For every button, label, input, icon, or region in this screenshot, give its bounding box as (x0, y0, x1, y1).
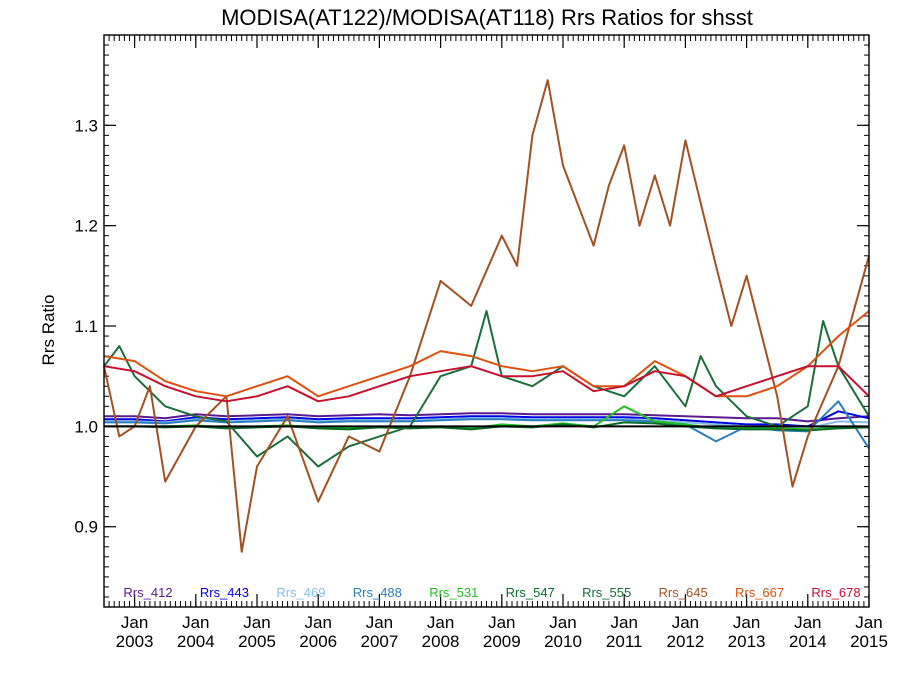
y-axis-label: Rrs Ratio (39, 295, 58, 366)
y-tick-label: 1.2 (74, 217, 98, 236)
x-tick-label-month: Jan (121, 613, 148, 632)
x-tick-label-month: Jan (488, 613, 515, 632)
x-tick-label-year: 2012 (666, 632, 704, 651)
x-tick-label-month: Jan (855, 613, 882, 632)
legend-label-rrs-555: Rrs_555 (582, 585, 631, 600)
x-tick-label-year: 2009 (483, 632, 521, 651)
series-line-rrs-555 (103, 310, 870, 468)
series-lines (103, 79, 870, 553)
x-tick-label-month: Jan (366, 613, 393, 632)
x-tick-label-month: Jan (549, 613, 576, 632)
y-tick-label: 1.3 (74, 116, 98, 135)
y-tick-label: 1.0 (74, 417, 98, 436)
series-line-rrs-443 (104, 410, 870, 428)
y-tick-label: 0.9 (74, 518, 98, 537)
legend-label-rrs-531: Rrs_531 (429, 585, 478, 600)
series-line-rrs-667 (103, 310, 870, 398)
legend-label-rrs-645: Rrs_645 (659, 585, 708, 600)
legend: Rrs_412 Rrs_443 Rrs_469 Rrs_488 Rrs_531 Rrs_5… (123, 585, 860, 600)
x-tick-label-year: 2014 (789, 632, 827, 651)
axis-ticks: 0.91.01.11.21.3Jan2003Jan2004Jan2005Jan2… (74, 35, 888, 651)
legend-label-rrs-667: Rrs_667 (735, 585, 784, 600)
x-tick-label-year: 2006 (299, 632, 337, 651)
legend-label-rrs-488: Rrs_488 (353, 585, 402, 600)
y-tick-label: 1.1 (74, 317, 98, 336)
x-tick-label-month: Jan (427, 613, 454, 632)
x-tick-label-year: 2007 (360, 632, 398, 651)
x-tick-label-month: Jan (243, 613, 270, 632)
x-tick-label-month: Jan (182, 613, 209, 632)
legend-label-rrs-469: Rrs_469 (276, 585, 325, 600)
x-tick-label-month: Jan (733, 613, 760, 632)
legend-label-rrs-443: Rrs_443 (200, 585, 249, 600)
chart-title: MODISA(AT122)/MODISA(AT118) Rrs Ratios f… (221, 5, 753, 30)
x-tick-label-month: Jan (304, 613, 331, 632)
x-tick-label-year: 2015 (850, 632, 888, 651)
x-tick-label-year: 2005 (238, 632, 276, 651)
x-tick-label-month: Jan (610, 613, 637, 632)
x-tick-label-year: 2010 (544, 632, 582, 651)
series-line-rrs-645 (103, 79, 870, 553)
x-tick-label-year: 2011 (606, 632, 643, 651)
x-tick-label-year: 2013 (728, 632, 766, 651)
plot-frame (103, 34, 870, 608)
legend-label-rrs-412: Rrs_412 (123, 585, 172, 600)
x-tick-label-year: 2008 (422, 632, 460, 651)
legend-label-rrs-678: Rrs_678 (811, 585, 860, 600)
x-tick-label-year: 2004 (177, 632, 215, 651)
legend-label-rrs-547: Rrs_547 (506, 585, 555, 600)
series-line-rrs-412 (104, 412, 870, 423)
series-line-rrs-678 (103, 365, 870, 403)
x-tick-label-year: 2003 (116, 632, 154, 651)
x-tick-label-month: Jan (672, 613, 699, 632)
x-tick-label-month: Jan (794, 613, 821, 632)
